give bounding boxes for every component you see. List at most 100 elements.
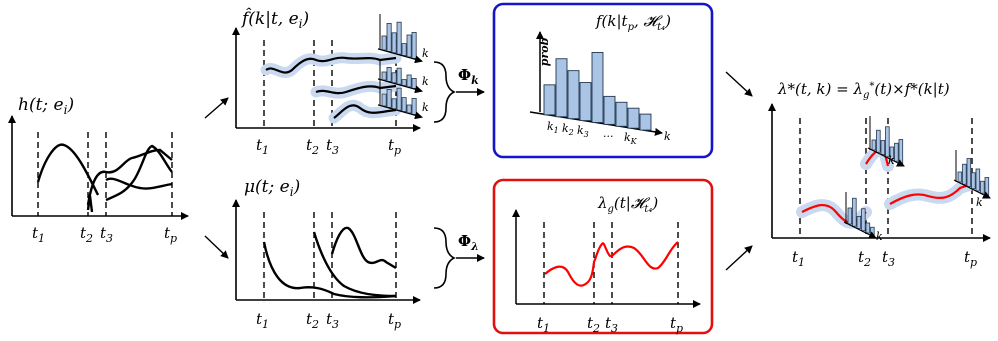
panel-mu-tick-t3: t3 — [326, 310, 339, 331]
fhat-hist2-bar — [401, 79, 407, 86]
operator-phi-k-label: Φk — [458, 66, 479, 87]
box-f-bar — [639, 113, 652, 131]
res-hist3-bar — [971, 172, 976, 190]
fhat-hist3-bar — [396, 87, 402, 111]
panel-fhat-k-label-2: k — [422, 75, 429, 88]
fhat-hist1-axis — [377, 48, 423, 64]
panel-result-tick-t1: t1 — [792, 248, 805, 269]
panel-result-k-label-1: k — [888, 154, 895, 167]
fhat-hist1-bar — [391, 32, 397, 54]
res-hist2-bar — [852, 197, 857, 227]
panel-result-k-label-3: k — [976, 196, 983, 209]
panel-fhat-title: f̂(k|t, ei) — [240, 8, 309, 31]
panel-h: h(t; ei) t1 t2 t3 tp — [8, 95, 189, 245]
fhat-hist1-bar — [401, 43, 407, 56]
res-hist2-bar — [861, 208, 866, 232]
panel-fhat-curves — [265, 56, 397, 119]
panel-h-tick-t1: t1 — [32, 224, 45, 245]
panel-result-k-label-2: k — [876, 230, 883, 243]
panel-h-tick-t3: t3 — [100, 224, 113, 245]
res-hist2-bar — [847, 207, 853, 225]
box-lambda: λg(t|𝓗t₄) t1 t2 t3 tp — [492, 178, 714, 335]
box-f-bar — [627, 107, 640, 129]
fhat-hist3-bar — [381, 93, 387, 107]
panel-fhat-histogram-1 — [377, 14, 423, 64]
panel-fhat: f̂(k|t, ei) k k k t1 t2 t3 tp — [232, 8, 429, 157]
box-f-bar — [543, 84, 556, 116]
panel-result-histogram-3 — [953, 150, 991, 199]
box-f-tick-k1: k1 — [547, 120, 559, 135]
panel-mu-tick-t1: t1 — [256, 310, 269, 331]
box-f-tick-dots: ... — [603, 127, 614, 140]
panel-fhat-histogram-2 — [377, 60, 423, 94]
panel-result-histogram-2 — [843, 192, 877, 239]
res-hist1-bar — [880, 140, 886, 155]
fhat-hist2-bar — [411, 78, 417, 89]
box-f-bar — [591, 52, 604, 123]
panel-result-tick-t3: t3 — [882, 248, 895, 269]
panel-h-curves — [36, 143, 173, 213]
res-hist1-axis — [867, 147, 905, 167]
res-hist2-axis — [843, 221, 877, 239]
panel-fhat-tick-t1: t1 — [256, 136, 269, 157]
fhat-hist3-bar — [406, 104, 412, 114]
res-hist1-bar — [885, 126, 890, 158]
arrow-h-to-mu — [204, 235, 229, 259]
res-hist3-bar — [975, 168, 981, 192]
panel-result-histogram-1 — [867, 116, 905, 167]
panel-fhat-tick-tp: tp — [388, 136, 401, 157]
fhat-hist1-bar — [396, 21, 402, 55]
panel-fhat-k-label-3: k — [422, 101, 429, 114]
fhat-hist3-axis — [377, 104, 423, 120]
brace-phi-k — [433, 61, 456, 123]
box-f-bar — [615, 101, 628, 127]
fhat-hist1-bar — [381, 35, 387, 51]
fhat-hist2-bar — [386, 67, 392, 82]
fhat-hist3-bar — [411, 98, 417, 115]
fhat-hist1-bar — [406, 34, 412, 58]
fhat-hist2-bar — [396, 67, 402, 85]
panel-h-tick-tp: tp — [164, 224, 177, 245]
box-f-tick-k3: k3 — [577, 124, 589, 139]
panel-h-tick-t2: t2 — [80, 224, 93, 245]
box-f-ylabel: prob — [538, 37, 551, 66]
panel-fhat-tick-t3: t3 — [326, 136, 339, 157]
box-f-bar — [603, 95, 616, 125]
fhat-hist3-bar — [386, 89, 392, 108]
res-hist1-bar — [894, 142, 899, 162]
fhat-hist2-bar — [391, 72, 397, 84]
res-hist3-bar — [957, 171, 963, 183]
res-hist1-bar — [889, 146, 895, 160]
box-f-bars — [543, 52, 652, 131]
res-hist1-bar — [898, 139, 904, 164]
box-lambda-curve — [544, 241, 679, 287]
res-hist3-bar — [980, 180, 985, 194]
box-lambda-border — [492, 178, 714, 335]
res-hist1-bar — [871, 139, 877, 151]
res-hist3-bar — [962, 163, 967, 185]
fhat-hist2-bar — [406, 74, 412, 88]
panel-mu: μ(t; ei) t1 t2 t3 tp — [232, 177, 421, 331]
res-hist2-bar — [865, 222, 871, 234]
box-f-bar — [579, 82, 592, 122]
res-hist2-bar — [856, 216, 862, 229]
fhat-hist2-axis — [377, 78, 423, 94]
arrow-lambda-to-result — [725, 245, 753, 271]
panel-result-title: λ*(t, k) = λg*(t)×f*(k|t) — [777, 80, 950, 101]
box-f-bar — [567, 70, 580, 120]
res-hist3-bar — [966, 158, 972, 187]
operator-phi-lambda-label: Φλ — [458, 232, 479, 253]
box-f-k-label: k — [664, 130, 671, 143]
panel-mu-tick-t2: t2 — [306, 310, 319, 331]
panel-mu-curves — [262, 226, 397, 299]
box-f-bar — [555, 58, 568, 118]
panel-mu-tick-tp: tp — [388, 310, 401, 331]
res-hist3-axis — [953, 179, 991, 199]
arrow-h-to-fhat — [204, 97, 229, 119]
panel-result: λ*(t, k) = λg*(t)×f*(k|t) k k k t1 t2 t3… — [768, 80, 991, 269]
panel-fhat-histogram-3 — [377, 80, 423, 120]
panel-mu-time-markers — [263, 212, 397, 300]
box-f: f(k|tp, 𝓗t₄) prob k k1 k2 k3 ... kK — [492, 2, 714, 159]
res-hist3-bar — [984, 177, 990, 196]
res-hist1-bar — [876, 129, 881, 153]
